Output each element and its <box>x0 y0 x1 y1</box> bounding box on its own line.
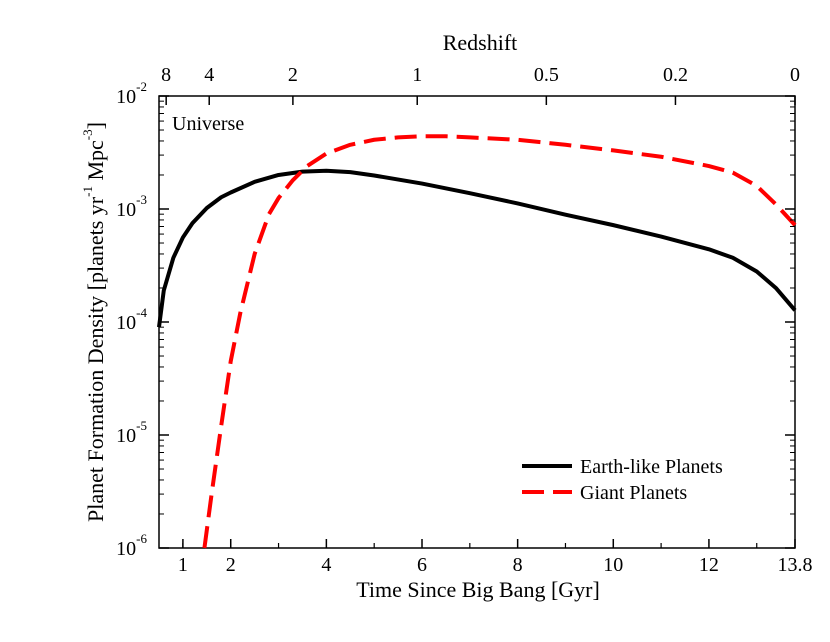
top-tick-label-3: 1 <box>412 64 422 86</box>
legend-label-giant: Giant Planets <box>580 482 687 504</box>
top-tick-label-5: 0.2 <box>663 64 688 86</box>
y-axis-title-part1: Planet Formation Density [planets yr <box>83 196 108 522</box>
plot-border <box>158 95 796 549</box>
y-tick-base-3: 10 <box>116 199 136 221</box>
y-tick-label-2: 10-4 <box>116 305 147 334</box>
y-tick-base-4: 10 <box>116 86 136 108</box>
x-tick-label-5: 10 <box>603 554 623 576</box>
y-tick-exp-2: -4 <box>136 305 147 320</box>
y-tick-label-3: 10-3 <box>116 192 147 221</box>
top-tick-label-6: 0 <box>790 64 800 86</box>
y-tick-label-1: 10-5 <box>116 418 147 447</box>
top-tick-label-2: 2 <box>288 64 298 86</box>
x-tick-label-7: 13.8 <box>778 554 813 576</box>
y-tick-exp-0: -6 <box>136 531 147 546</box>
x-tick-label-4: 8 <box>513 554 523 576</box>
series-line-0 <box>157 168 797 328</box>
plot-frame <box>158 95 796 549</box>
y-axis-title-exp1: -1 <box>80 186 95 197</box>
y-tick-exp-1: -5 <box>136 418 147 433</box>
y-tick-exp-3: -3 <box>136 192 147 207</box>
panel-annotation: Universe <box>172 113 244 135</box>
y-axis-title-part2: Mpc <box>83 140 108 186</box>
y-axis-title-part3: ] <box>83 122 108 129</box>
series-layer <box>157 134 797 549</box>
x-tick-label-3: 6 <box>417 554 427 576</box>
x-tick-label-1: 2 <box>226 554 236 576</box>
y-axis-title-exp2: -3 <box>80 129 95 140</box>
y-tick-label-4: 10-2 <box>116 79 147 108</box>
legend: Earth-like Planets Giant Planets <box>522 456 723 504</box>
y-tick-base-1: 10 <box>116 425 136 447</box>
y-tick-label-0: 10-6 <box>116 531 147 560</box>
x-tick-label-6: 12 <box>699 554 719 576</box>
legend-label-earth: Earth-like Planets <box>580 456 723 478</box>
x-tick-label-0: 1 <box>178 554 188 576</box>
x-tick-label-2: 4 <box>321 554 331 576</box>
y-tick-exp-4: -2 <box>136 79 147 94</box>
y-axis-title: Planet Formation Density [planets yr-1 M… <box>80 122 108 522</box>
top-tick-label-1: 4 <box>204 64 214 86</box>
axes-layer: 1 2 4 6 8 10 12 13.88 4 2 1 0.5 0.2 010-610-510-410-3… <box>116 64 812 576</box>
x-axis-title: Time Since Big Bang [Gyr] <box>356 577 600 602</box>
top-tick-label-4: 0.5 <box>534 64 559 86</box>
y-tick-base-0: 10 <box>116 538 136 560</box>
top-axis-title: Redshift <box>443 30 518 55</box>
top-tick-label-0: 8 <box>161 64 171 86</box>
y-tick-base-2: 10 <box>116 312 136 334</box>
